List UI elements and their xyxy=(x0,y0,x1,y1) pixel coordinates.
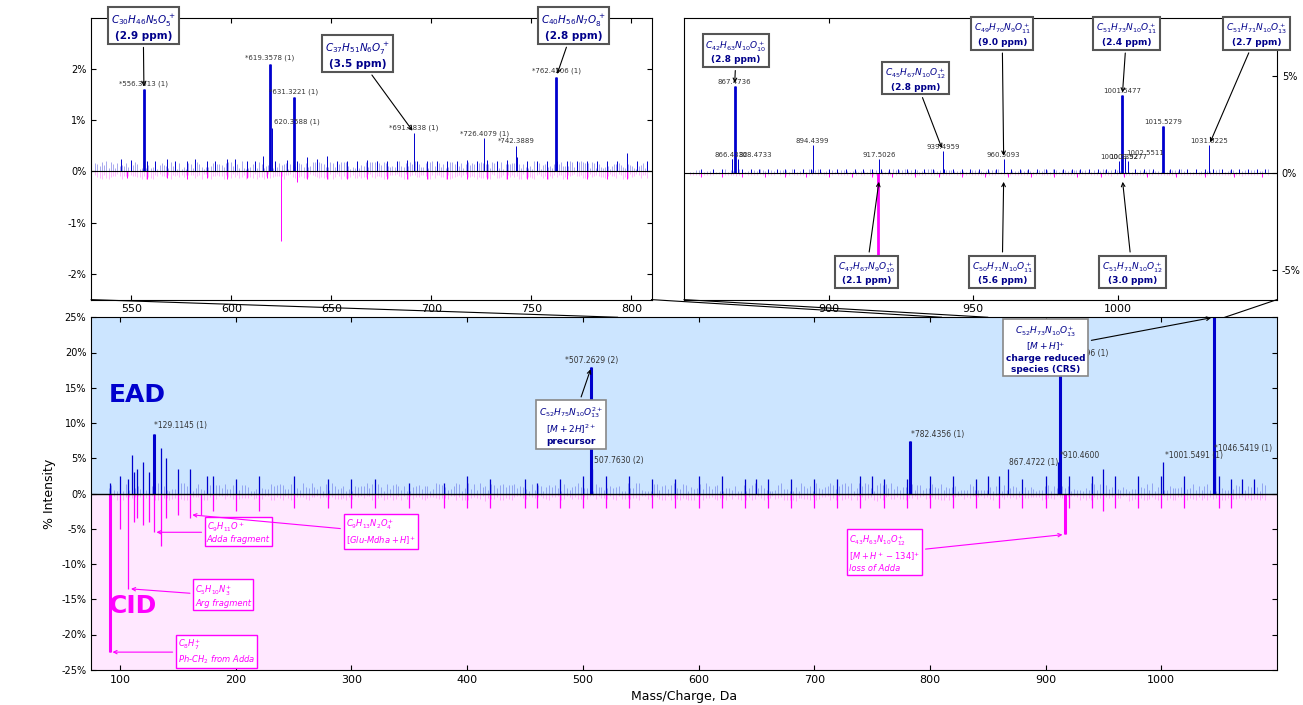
Text: 507.7630 (2): 507.7630 (2) xyxy=(594,456,644,465)
Text: $C_{40}H_{56}N_7O_8^+$
(2.8 ppm): $C_{40}H_{56}N_7O_8^+$ (2.8 ppm) xyxy=(541,13,606,73)
Bar xyxy=(91,493,1277,670)
Text: $C_{50}H_{71}N_{10}O_{11}^+$
(5.6 ppm): $C_{50}H_{71}N_{10}O_{11}^+$ (5.6 ppm) xyxy=(972,183,1033,286)
Text: *691.3838 (1): *691.3838 (1) xyxy=(390,125,439,131)
Text: $C_{52}H_{73}N_{10}O_{13}^{+}$
$[M+H]^{+}$
charge reduced
species (CRS): $C_{52}H_{73}N_{10}O_{13}^{+}$ $[M+H]^{+… xyxy=(1006,317,1210,374)
Text: *619.3578 (1): *619.3578 (1) xyxy=(245,55,294,61)
Text: $C_{30}H_{46}N_5O_5^+$
(2.9 ppm): $C_{30}H_{46}N_5O_5^+$ (2.9 ppm) xyxy=(111,13,176,85)
Text: 1031.5225: 1031.5225 xyxy=(1190,138,1227,145)
Text: 912.4696 (1): 912.4696 (1) xyxy=(1059,349,1109,358)
Text: *762.4206 (1): *762.4206 (1) xyxy=(532,68,581,74)
Text: $C_{42}H_{63}N_{10}O_{10}^+$
(2.8 ppm): $C_{42}H_{63}N_{10}O_{10}^+$ (2.8 ppm) xyxy=(705,39,766,82)
Text: *1001.5491 (1): *1001.5491 (1) xyxy=(1165,450,1224,460)
Text: $C_{43}H_{63}N_{10}O_{12}^{+}$
$[M+H^+-134]^{+}$
loss of Adda: $C_{43}H_{63}N_{10}O_{12}^{+}$ $[M+H^+-1… xyxy=(850,534,1061,573)
Text: $C_9H_{11}O^{+}$
Adda fragment: $C_9H_{11}O^{+}$ Adda fragment xyxy=(158,520,270,544)
Text: $C_5H_{10}N_3^{+}$
Arg fragment: $C_5H_{10}N_3^{+}$ Arg fragment xyxy=(132,584,251,608)
Text: $C_{37}H_{51}N_6O_7^+$
(3.5 ppm): $C_{37}H_{51}N_6O_7^+$ (3.5 ppm) xyxy=(324,41,412,130)
Text: 939.4959: 939.4959 xyxy=(926,145,959,150)
Text: 917.5026: 917.5026 xyxy=(863,152,896,158)
Text: $C_{47}H_{67}N_9O_{10}^+$
(2.1 ppm): $C_{47}H_{67}N_9O_{10}^+$ (2.1 ppm) xyxy=(838,183,895,286)
Text: $C_{51}H_{71}N_{10}O_{13}^+$
(2.7 ppm): $C_{51}H_{71}N_{10}O_{13}^+$ (2.7 ppm) xyxy=(1210,22,1287,141)
Y-axis label: % Intensity: % Intensity xyxy=(43,458,56,529)
Text: $C_{49}H_{70}N_9O_{11}^+$
(9.0 ppm): $C_{49}H_{70}N_9O_{11}^+$ (9.0 ppm) xyxy=(973,22,1031,154)
Text: 960.5093: 960.5093 xyxy=(986,152,1020,158)
Text: *507.2629 (2): *507.2629 (2) xyxy=(564,356,618,365)
Text: 867.4722 (1): 867.4722 (1) xyxy=(1009,458,1058,467)
Text: $C_{51}H_{71}N_{10}O_{12}^+$
(3.0 ppm): $C_{51}H_{71}N_{10}O_{12}^+$ (3.0 ppm) xyxy=(1102,183,1162,286)
Text: 1000.5392: 1000.5392 xyxy=(1101,154,1139,160)
Text: 894.4399: 894.4399 xyxy=(796,138,829,145)
Text: *631.3221 (1): *631.3221 (1) xyxy=(270,88,318,94)
Text: *742.3889: *742.3889 xyxy=(498,138,534,145)
Text: $C_9H_{13}N_2O_4^{+}$
$[Glu$-$Mdha+H]^{+}$: $C_9H_{13}N_2O_4^{+}$ $[Glu$-$Mdha+H]^{+… xyxy=(194,514,416,546)
Text: *556.3513 (1): *556.3513 (1) xyxy=(120,80,168,87)
Text: *726.4079 (1): *726.4079 (1) xyxy=(460,130,508,137)
Text: 1002.5511: 1002.5511 xyxy=(1126,150,1164,156)
Text: 620.3588 (1): 620.3588 (1) xyxy=(275,119,321,125)
X-axis label: Mass/Charge, Da: Mass/Charge, Da xyxy=(631,690,737,703)
Text: *1046.5419 (1): *1046.5419 (1) xyxy=(1214,443,1273,453)
Text: 866.4332: 866.4332 xyxy=(715,152,748,158)
Text: *129.1145 (1): *129.1145 (1) xyxy=(154,421,207,430)
Text: 867.4736: 867.4736 xyxy=(718,79,752,85)
Text: 1003.5277: 1003.5277 xyxy=(1109,154,1147,160)
Text: $C_{45}H_{67}N_{10}O_{12}^+$
(2.8 ppm): $C_{45}H_{67}N_{10}O_{12}^+$ (2.8 ppm) xyxy=(885,67,946,147)
Text: 1001.5477: 1001.5477 xyxy=(1104,88,1141,94)
Bar xyxy=(91,317,1277,494)
Text: EAD: EAD xyxy=(109,383,165,407)
Text: 1015.5279: 1015.5279 xyxy=(1144,119,1182,125)
Text: *910.4600: *910.4600 xyxy=(1059,450,1100,460)
Text: CID: CID xyxy=(109,594,158,618)
Text: $C_{51}H_{73}N_{10}O_{11}^+$
(2.4 ppm): $C_{51}H_{73}N_{10}O_{11}^+$ (2.4 ppm) xyxy=(1096,22,1157,92)
Text: *782.4356 (1): *782.4356 (1) xyxy=(911,429,964,439)
Text: $C_8H_7^{+}$
$Ph$-$CH_2$ from Adda: $C_8H_7^{+}$ $Ph$-$CH_2$ from Adda xyxy=(113,638,255,666)
Text: 868.4733: 868.4733 xyxy=(739,152,773,158)
Text: $C_{52}H_{75}N_{10}O_{13}^{2+}$
$[M+2H]^{2+}$
precursor: $C_{52}H_{75}N_{10}O_{13}^{2+}$ $[M+2H]^… xyxy=(539,370,603,446)
